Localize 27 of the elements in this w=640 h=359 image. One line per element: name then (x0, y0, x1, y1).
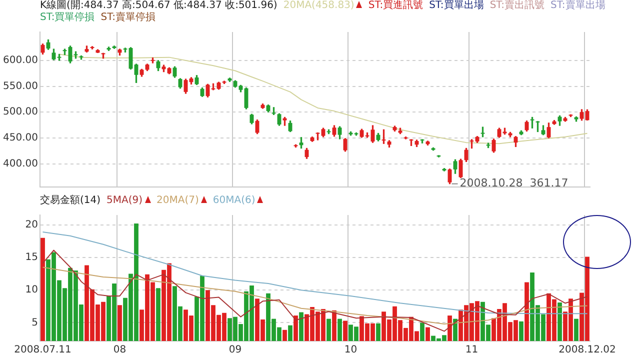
y-tick-label: 20 (25, 219, 38, 230)
x-tick-label: 11 (465, 344, 478, 356)
y-tick-label: 5 (32, 317, 38, 328)
text: ST:賣單出場 (550, 0, 606, 12)
text: 60MA(6) (212, 195, 256, 206)
x-tick-label: 09 (228, 344, 242, 356)
y-tick-label: 450.00 (3, 132, 38, 144)
text: ST:買進訊號 (368, 0, 424, 12)
text: 20MA(458.83) (283, 0, 354, 11)
text: ST:買單出場 (429, 0, 484, 12)
chart-title: 交易金額(14) (40, 195, 101, 207)
y-tick-label: 550.00 (3, 80, 38, 92)
y-tick-label: 10 (25, 284, 38, 296)
annotation: 2008.10.28 361.17 (460, 176, 568, 190)
y-tick-label: 500.00 (3, 106, 38, 118)
text: ST:賣單停損 (100, 12, 156, 24)
y-tick-label: 400.00 (3, 158, 38, 170)
text: ST:買單停損 (40, 12, 95, 24)
x-tick-label: 10 (344, 344, 358, 356)
x-tick-label: 2008.07.11 (14, 344, 72, 356)
text: 5MA(9) (106, 195, 143, 206)
text: ST:賣出訊號 (490, 0, 545, 12)
text: 20MA(7) (156, 195, 199, 206)
y-tick-label: 600.00 (3, 55, 38, 66)
x-tick-label: 2008.12.02 (558, 344, 616, 356)
x-tick-label: 08 (113, 344, 126, 356)
y-tick-label: 15 (25, 252, 38, 264)
